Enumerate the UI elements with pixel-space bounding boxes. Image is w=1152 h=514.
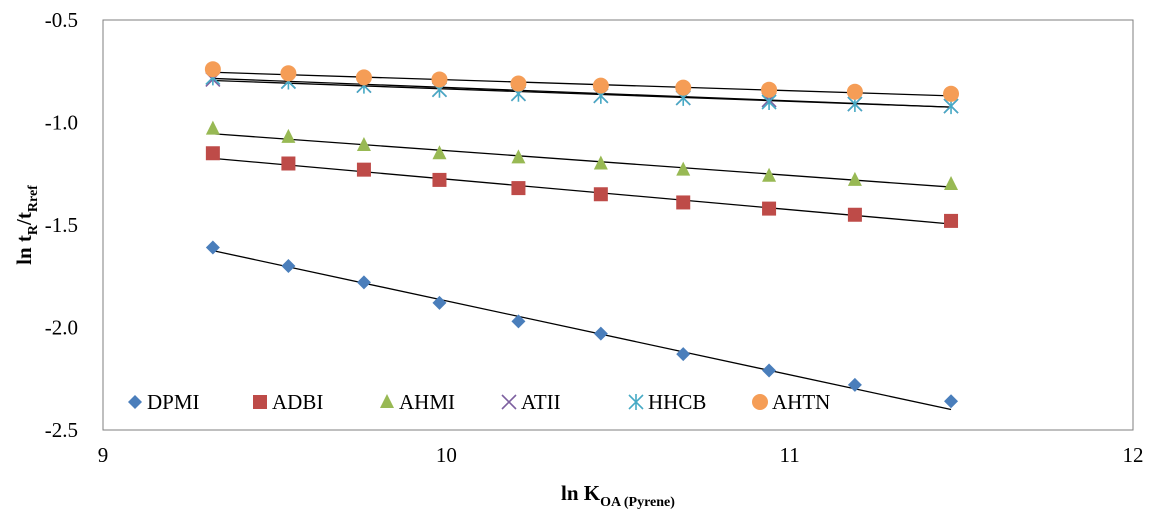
x-tick-label: 11 — [780, 443, 800, 467]
y-tick-label: -1.0 — [45, 111, 78, 135]
data-point-ahmi — [762, 167, 777, 182]
legend-label-adbi: ADBI — [272, 390, 323, 414]
y-axis-ticks: -0.5 -1.0 -1.5 -2.0 -2.5 — [45, 8, 78, 442]
x-axis-title: ln KOA (Pyrene) — [561, 481, 675, 510]
legend-label-dpmi: DPMI — [147, 390, 200, 414]
data-point-dpmi — [762, 363, 777, 378]
y-axis-title-sub1: R — [26, 224, 41, 235]
data-point-ahtn — [355, 69, 372, 86]
data-point-ahtn — [280, 65, 297, 82]
data-point-ahmi — [511, 149, 526, 164]
data-point-adbi — [944, 213, 959, 228]
x-tick-label: 10 — [436, 443, 457, 467]
data-point-ahmi — [432, 145, 447, 160]
data-point-adbi — [511, 181, 526, 196]
fit-line-adbi — [212, 157, 952, 225]
legend-marker-ahmi — [380, 394, 394, 408]
legend: DPMI ADBI AHMI ATII HHCB AHTN — [128, 390, 830, 414]
data-point-ahmi — [944, 176, 959, 190]
data-point-dpmi — [676, 347, 691, 362]
data-point-ahtn — [675, 79, 692, 96]
data-points — [204, 61, 960, 409]
data-point-adbi — [205, 146, 220, 161]
y-tick-label: -0.5 — [45, 8, 78, 32]
data-point-adbi — [762, 201, 777, 216]
data-point-adbi — [847, 207, 862, 222]
legend-marker-hhcb — [628, 394, 644, 410]
y-tick-label: -1.5 — [45, 213, 78, 237]
fit-lines — [212, 71, 952, 411]
fit-line-dpmi — [212, 249, 952, 411]
y-tick-label: -2.5 — [45, 418, 78, 442]
y-axis-title: ln tR/tRref — [12, 185, 41, 265]
data-point-ahmi — [676, 161, 691, 176]
x-axis-title-main: ln K — [561, 481, 601, 505]
data-point-adbi — [593, 187, 608, 202]
x-axis-title-sub: OA (Pyrene) — [600, 495, 675, 510]
data-point-dpmi — [205, 240, 220, 255]
data-point-ahtn — [846, 83, 863, 100]
data-point-ahtn — [510, 75, 527, 92]
data-point-ahmi — [593, 155, 608, 170]
data-point-ahmi — [281, 128, 296, 143]
data-point-dpmi — [281, 259, 296, 273]
y-axis-title-main: ln t — [12, 235, 36, 265]
data-point-dpmi — [944, 394, 959, 409]
data-point-ahtn — [943, 85, 960, 102]
legend-marker-ahtn — [752, 394, 768, 410]
data-point-adbi — [676, 195, 691, 210]
y-axis-title-mid: /t — [12, 212, 36, 226]
data-point-dpmi — [432, 295, 447, 310]
legend-marker-dpmi — [128, 395, 142, 409]
data-point-ahtn — [204, 61, 221, 78]
data-point-ahtn — [592, 77, 609, 94]
data-point-adbi — [281, 156, 296, 171]
legend-label-ahtn: AHTN — [772, 390, 830, 414]
data-point-dpmi — [593, 326, 608, 341]
data-point-ahmi — [205, 120, 220, 135]
data-point-adbi — [432, 172, 447, 187]
legend-label-ahmi: AHMI — [399, 390, 455, 414]
fit-line-hhcb — [212, 77, 952, 108]
x-tick-label: 12 — [1123, 443, 1144, 467]
data-point-dpmi — [847, 377, 862, 392]
fit-line-ahmi — [212, 133, 952, 188]
data-point-adbi — [356, 162, 371, 177]
x-tick-label: 9 — [98, 443, 109, 467]
legend-label-hhcb: HHCB — [648, 390, 706, 414]
plot-area-border — [102, 19, 1134, 431]
legend-label-atii: ATII — [521, 390, 561, 414]
data-point-dpmi — [511, 314, 526, 329]
x-axis-ticks: 9 10 11 12 — [98, 443, 1144, 467]
legend-marker-adbi — [253, 395, 267, 409]
data-point-dpmi — [356, 275, 371, 290]
data-point-ahmi — [847, 171, 862, 186]
data-point-ahtn — [431, 71, 448, 88]
y-tick-label: -2.0 — [45, 316, 78, 340]
legend-marker-atii — [501, 394, 517, 410]
fit-line-ahtn — [212, 71, 952, 97]
y-axis-title-sub2: Rref — [26, 185, 41, 212]
data-point-ahtn — [761, 81, 778, 98]
data-point-ahmi — [356, 137, 371, 152]
